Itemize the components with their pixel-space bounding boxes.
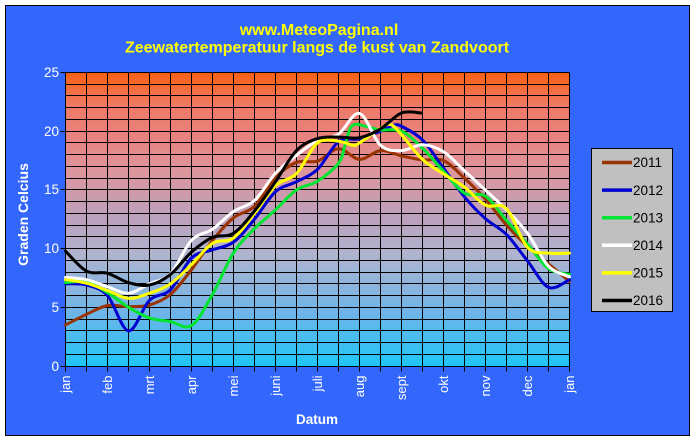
svg-text:2012: 2012	[633, 183, 663, 198]
svg-text:mei: mei	[226, 375, 241, 396]
svg-text:Datum: Datum	[296, 412, 338, 427]
svg-text:2016: 2016	[633, 293, 663, 308]
svg-text:25: 25	[44, 65, 59, 80]
svg-text:Zeewatertemperatuur langs de k: Zeewatertemperatuur langs de kust van Za…	[125, 40, 510, 57]
svg-text:jan: jan	[58, 376, 73, 394]
svg-text:2013: 2013	[633, 210, 663, 225]
svg-text:apr: apr	[184, 375, 199, 394]
svg-text:okt: okt	[436, 375, 451, 393]
svg-text:aug: aug	[352, 376, 367, 398]
svg-text:mrt: mrt	[142, 375, 157, 394]
svg-text:0: 0	[51, 359, 59, 374]
svg-text:www.MeteoPagina.nl: www.MeteoPagina.nl	[239, 22, 399, 39]
svg-text:nov: nov	[478, 375, 493, 396]
svg-text:dec: dec	[520, 375, 535, 396]
svg-text:20: 20	[44, 124, 59, 139]
svg-text:5: 5	[51, 300, 59, 315]
svg-text:Graden Celcius: Graden Celcius	[15, 163, 31, 266]
svg-text:juli: juli	[310, 375, 325, 392]
svg-text:15: 15	[44, 182, 59, 197]
svg-text:sept: sept	[394, 375, 409, 400]
svg-text:jan: jan	[562, 376, 577, 394]
svg-text:2011: 2011	[633, 155, 662, 170]
svg-text:10: 10	[44, 241, 59, 256]
svg-text:2015: 2015	[633, 266, 663, 281]
svg-text:2014: 2014	[633, 238, 664, 253]
svg-text:juni: juni	[268, 375, 283, 396]
svg-text:feb: feb	[100, 376, 115, 394]
